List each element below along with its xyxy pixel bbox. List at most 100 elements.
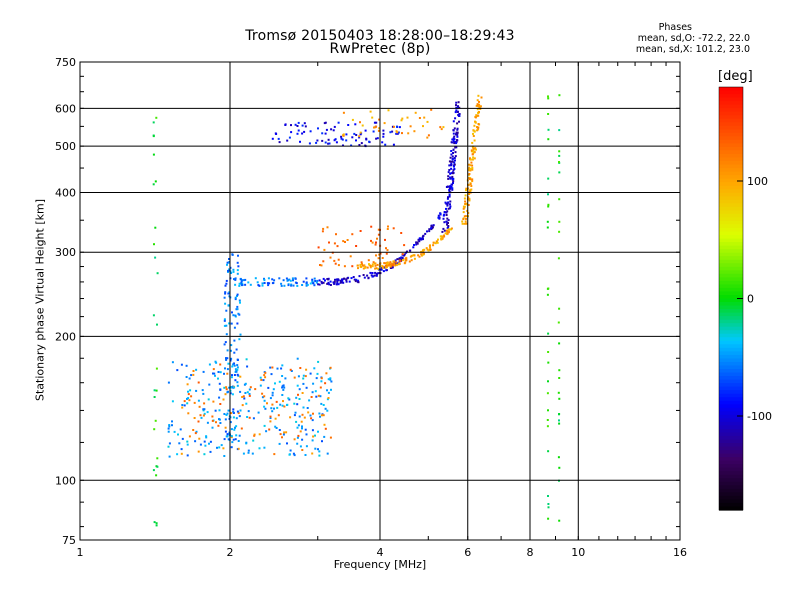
data-point	[396, 125, 398, 128]
data-point	[229, 349, 232, 352]
data-point	[290, 124, 292, 127]
data-point	[248, 393, 251, 395]
data-point	[359, 121, 361, 124]
data-point	[406, 116, 409, 119]
data-point	[289, 368, 292, 371]
data-point	[327, 142, 330, 145]
data-point	[462, 218, 465, 221]
data-point	[296, 384, 299, 387]
colorbar-segment	[719, 425, 743, 430]
data-point	[230, 344, 233, 347]
data-point	[384, 264, 387, 267]
data-point	[246, 416, 249, 418]
data-point	[295, 420, 298, 423]
data-point	[451, 158, 454, 161]
data-point	[186, 397, 188, 400]
data-point	[229, 359, 232, 362]
data-point	[442, 214, 445, 217]
data-point	[168, 425, 171, 428]
data-point	[294, 277, 297, 280]
data-point	[335, 283, 338, 286]
data-point	[283, 405, 286, 408]
data-point	[226, 412, 229, 415]
data-point	[211, 419, 214, 422]
data-point	[546, 220, 549, 223]
data-point	[303, 130, 306, 133]
data-point	[152, 135, 155, 138]
data-point	[422, 252, 425, 255]
data-point	[441, 237, 444, 240]
data-point	[238, 299, 241, 302]
data-point	[389, 267, 392, 269]
colorbar-segment	[719, 495, 743, 501]
data-point	[273, 453, 276, 456]
data-point	[247, 451, 250, 454]
data-point	[413, 257, 416, 260]
data-point	[236, 358, 239, 361]
data-point	[455, 139, 458, 142]
data-point	[354, 123, 357, 126]
data-point	[366, 274, 369, 277]
data-point	[305, 281, 308, 284]
data-point	[336, 245, 339, 248]
data-point	[360, 142, 363, 145]
data-point	[445, 202, 448, 205]
data-point	[279, 433, 282, 436]
data-point	[324, 407, 327, 410]
colorbar-segment	[719, 111, 743, 116]
data-point	[547, 361, 550, 364]
data-point	[236, 305, 239, 308]
colorbar: -100 0 100	[718, 86, 772, 511]
data-point	[456, 111, 459, 113]
data-point	[372, 261, 375, 264]
data-point	[281, 394, 284, 396]
data-point	[448, 195, 451, 198]
data-point	[261, 284, 264, 287]
data-point	[153, 396, 156, 398]
data-point	[441, 235, 443, 238]
data-point	[248, 394, 251, 397]
data-point	[337, 121, 340, 124]
data-point	[251, 452, 254, 455]
data-point	[476, 126, 479, 129]
data-point	[269, 415, 272, 418]
trace-upper-spread-echoes-x-	[342, 108, 445, 139]
data-point	[236, 373, 239, 376]
data-point	[178, 442, 181, 445]
data-point	[400, 232, 403, 234]
data-point	[233, 278, 235, 281]
data-point	[369, 264, 372, 267]
data-point	[396, 132, 399, 135]
data-point	[224, 426, 227, 429]
data-point	[311, 391, 314, 394]
data-point	[244, 278, 247, 281]
data-point	[287, 397, 290, 400]
colorbar-segment	[719, 443, 743, 448]
data-point	[558, 307, 561, 310]
data-point	[224, 367, 226, 370]
data-point	[558, 519, 561, 522]
data-point	[247, 449, 250, 452]
colorbar-segment	[719, 439, 743, 444]
data-point	[266, 282, 269, 285]
data-point	[304, 125, 307, 128]
data-point	[217, 371, 220, 373]
data-point	[154, 226, 157, 229]
data-point	[238, 338, 241, 341]
data-point	[452, 164, 455, 167]
data-point	[183, 404, 186, 407]
data-point	[329, 366, 332, 369]
data-point	[209, 440, 212, 443]
data-point	[358, 275, 361, 278]
data-point	[437, 214, 440, 217]
data-point	[340, 135, 343, 138]
data-point	[225, 282, 228, 285]
data-point	[450, 150, 453, 152]
data-point	[194, 432, 197, 435]
data-point	[301, 132, 304, 135]
colorbar-segment	[719, 330, 743, 335]
data-point	[375, 267, 378, 270]
data-point	[271, 391, 274, 394]
colorbar-segment	[719, 143, 743, 148]
chart-title: Tromsø 20150403 18:28:00–18:29:43	[245, 28, 515, 44]
